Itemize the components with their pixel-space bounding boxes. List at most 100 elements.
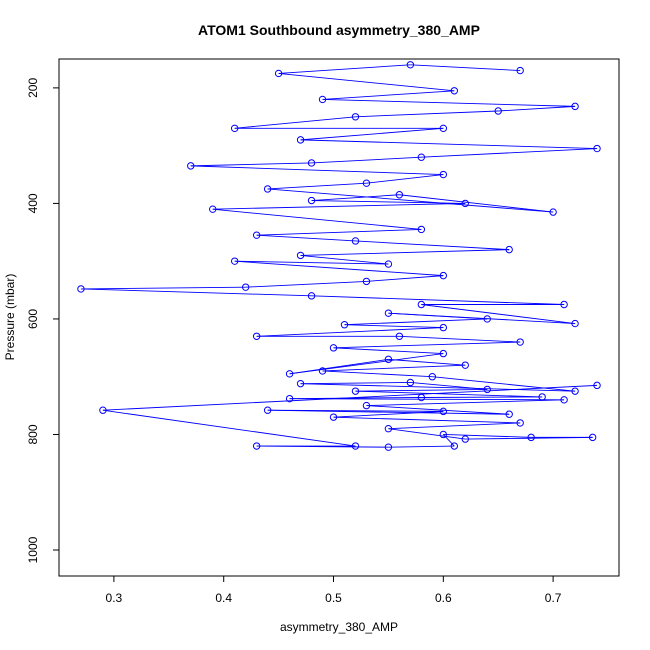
series-segment: [267, 182, 367, 190]
data-point: [439, 271, 448, 280]
series-segment: [333, 347, 444, 355]
data-point: [329, 413, 338, 421]
data-point: [461, 199, 469, 208]
y-tick-label: 400: [26, 193, 40, 213]
data-point: [329, 344, 338, 352]
data-point: [560, 300, 568, 309]
series-segment: [234, 260, 444, 277]
series-segment: [256, 234, 356, 242]
data-point: [241, 283, 250, 291]
series-segment: [311, 295, 565, 305]
data-point: [252, 231, 261, 239]
data-point: [516, 66, 524, 75]
data-point: [516, 419, 524, 427]
data-point: [263, 406, 272, 414]
series-segment: [300, 382, 411, 385]
series-segment: [388, 445, 455, 448]
data-point: [384, 260, 393, 268]
series-segment: [234, 260, 389, 265]
series-segment: [212, 202, 466, 210]
x-tick-label: 0.4: [215, 591, 232, 605]
x-tick-label: 0.3: [106, 591, 123, 605]
series-segment: [322, 98, 576, 107]
series-segment: [278, 72, 455, 92]
y-axis-label: Pressure (mbar): [3, 274, 17, 361]
series-segment: [388, 422, 521, 430]
series-segment: [102, 409, 356, 447]
series-segment: [245, 280, 367, 288]
series-segment: [344, 324, 444, 329]
data-point: [494, 107, 502, 115]
data-point: [351, 237, 360, 245]
series-segment: [289, 353, 444, 375]
data-point: [571, 319, 579, 328]
series-segment: [289, 398, 565, 401]
y-tick-label: 200: [26, 78, 40, 98]
data-point: [384, 424, 393, 433]
data-point: [187, 162, 195, 170]
data-point: [588, 433, 597, 442]
data-point: [77, 285, 85, 293]
data-point: [593, 381, 601, 390]
data-point: [395, 332, 404, 340]
x-tick-label: 0.6: [435, 591, 452, 605]
series-segment: [300, 254, 389, 265]
series-segment: [311, 194, 400, 201]
series-points: [77, 61, 601, 451]
data-point: [318, 367, 327, 375]
series-segment: [322, 370, 433, 378]
series-segment: [311, 156, 422, 164]
series-segment: [399, 335, 521, 343]
series-segment: [366, 275, 444, 282]
series-segment: [366, 405, 510, 415]
data-point: [285, 370, 294, 378]
series-segment: [267, 188, 554, 213]
x-tick-label: 0.5: [325, 591, 342, 605]
series-segment: [465, 436, 593, 440]
data-point: [99, 406, 107, 414]
series-segment: [421, 304, 576, 325]
data-point: [252, 332, 261, 340]
data-point: [549, 208, 557, 216]
series-segment: [498, 105, 576, 112]
y-tick-label: 1000: [26, 536, 40, 563]
data-point: [230, 124, 239, 133]
series-segment: [190, 162, 312, 167]
data-point: [351, 387, 360, 395]
data-point: [439, 349, 448, 358]
data-point: [307, 159, 316, 167]
y-axis: 200 400 600 800 1000: [26, 78, 59, 563]
data-point: [285, 394, 294, 403]
series-segment: [410, 64, 521, 72]
data-point: [439, 430, 448, 439]
series-segment: [300, 383, 576, 392]
data-point: [505, 245, 513, 254]
series-segment: [355, 110, 499, 118]
series-segment: [80, 286, 246, 290]
data-point: [439, 170, 448, 179]
data-point: [263, 185, 272, 193]
plot-frame: [58, 58, 620, 577]
series-segment: [432, 376, 576, 392]
series-segment: [333, 410, 444, 418]
series-segment: [388, 428, 466, 440]
data-point: [527, 433, 535, 442]
data-point: [571, 102, 579, 111]
series-segment: [333, 416, 521, 424]
data-point: [428, 373, 437, 381]
data-point: [461, 435, 469, 443]
data-point: [384, 309, 393, 317]
data-point: [593, 144, 601, 153]
data-point: [439, 407, 448, 416]
data-point: [461, 361, 469, 369]
series-segment: [388, 358, 466, 366]
series-segment: [190, 165, 444, 175]
data-point: [417, 225, 426, 234]
data-point: [318, 95, 327, 104]
series-segment: [289, 397, 422, 400]
series-segment: [421, 396, 543, 398]
data-point: [296, 379, 305, 388]
data-point: [296, 136, 305, 144]
data-point: [516, 338, 524, 346]
